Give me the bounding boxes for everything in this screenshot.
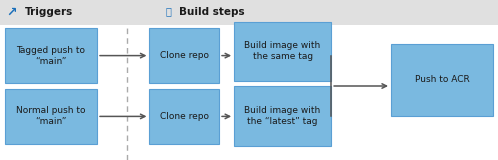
Text: Triggers: Triggers xyxy=(25,7,73,17)
Text: 🔑: 🔑 xyxy=(165,7,171,17)
FancyBboxPatch shape xyxy=(391,44,493,116)
FancyBboxPatch shape xyxy=(149,89,219,144)
Text: Clone repo: Clone repo xyxy=(160,51,209,60)
FancyBboxPatch shape xyxy=(5,28,97,83)
FancyBboxPatch shape xyxy=(234,22,331,81)
Text: Clone repo: Clone repo xyxy=(160,112,209,121)
Text: Build steps: Build steps xyxy=(179,7,245,17)
Bar xyxy=(0,0,498,25)
Text: Build image with
the same tag: Build image with the same tag xyxy=(245,41,321,61)
FancyBboxPatch shape xyxy=(149,28,219,83)
Text: Push to ACR: Push to ACR xyxy=(415,76,469,84)
Text: Tagged push to
“main”: Tagged push to “main” xyxy=(16,46,86,66)
Text: Normal push to
“main”: Normal push to “main” xyxy=(16,106,86,126)
Text: Build image with
the “latest” tag: Build image with the “latest” tag xyxy=(245,106,321,126)
FancyBboxPatch shape xyxy=(234,86,331,146)
FancyBboxPatch shape xyxy=(5,89,97,144)
Text: ↗: ↗ xyxy=(6,6,16,19)
